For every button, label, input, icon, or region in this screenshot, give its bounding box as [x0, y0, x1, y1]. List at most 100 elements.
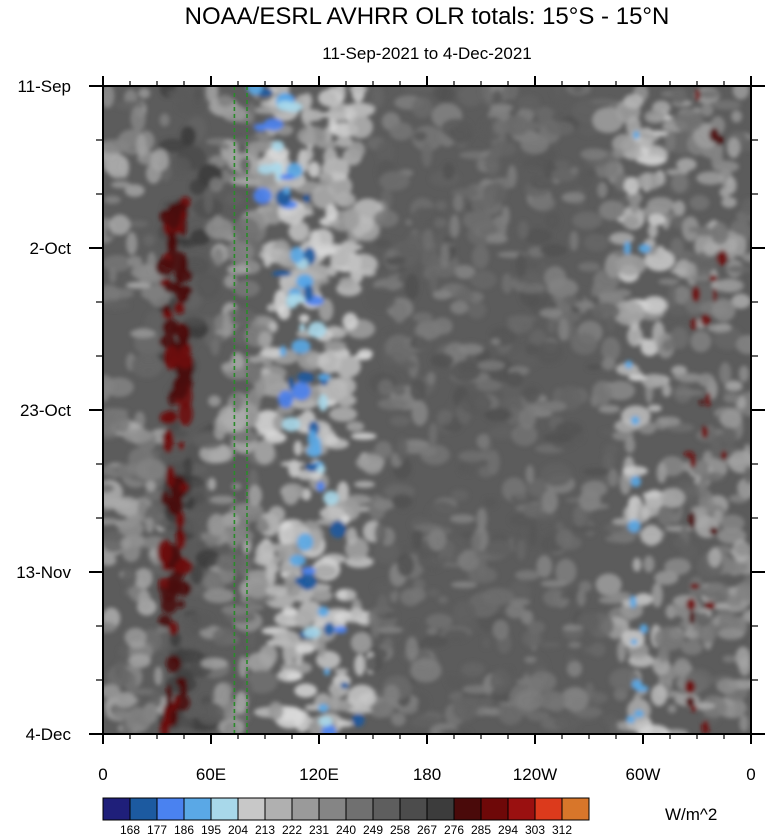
olr-cell	[484, 408, 512, 422]
olr-cell	[735, 584, 751, 601]
dry-cell	[157, 539, 173, 565]
olr-cell	[220, 169, 231, 184]
olr-cell	[229, 502, 262, 516]
olr-cell	[530, 410, 553, 418]
olr-cell	[476, 507, 488, 531]
olr-cell	[586, 363, 602, 371]
olr-field	[103, 86, 751, 734]
olr-cell	[208, 395, 221, 407]
olr-cell	[391, 493, 413, 509]
olr-cell	[562, 624, 584, 632]
convection-cell	[323, 667, 331, 676]
olr-cell	[104, 377, 134, 397]
olr-cell	[190, 564, 203, 585]
olr-cell	[580, 148, 608, 160]
olr-cell	[641, 373, 667, 389]
olr-cell	[514, 493, 527, 501]
olr-cell	[673, 285, 691, 305]
olr-cell	[426, 627, 438, 635]
olr-cell	[591, 295, 600, 306]
olr-cell	[540, 641, 561, 648]
olr-cell	[103, 554, 117, 566]
olr-cell	[460, 465, 476, 476]
olr-cell	[223, 721, 238, 734]
olr-cell	[525, 343, 539, 355]
olr-cell	[158, 138, 187, 153]
colorbar-swatch	[318, 797, 347, 821]
olr-cell	[665, 604, 677, 619]
olr-cell	[229, 430, 259, 444]
olr-cell	[686, 262, 698, 286]
olr-cell	[372, 580, 398, 595]
olr-cell	[578, 170, 593, 189]
olr-cell	[523, 504, 542, 519]
olr-cell	[591, 302, 620, 321]
convection-cell	[289, 554, 306, 567]
dry-cell	[179, 678, 188, 698]
olr-cell	[639, 724, 670, 734]
convection-cell	[638, 243, 651, 254]
olr-cell	[325, 204, 338, 222]
dry-cell	[159, 411, 178, 424]
olr-cell	[443, 540, 455, 560]
olr-cell	[522, 629, 542, 648]
olr-cell	[189, 179, 206, 195]
olr-cell	[527, 620, 546, 634]
olr-cell	[104, 195, 121, 205]
dry-cell	[179, 482, 190, 493]
convection-cell	[317, 373, 332, 381]
dry-cell	[165, 465, 176, 488]
olr-cell	[689, 195, 710, 211]
dry-cell	[709, 127, 720, 142]
olr-cell	[364, 655, 383, 673]
olr-cell	[664, 525, 695, 532]
olr-cell	[742, 609, 751, 623]
olr-cell	[103, 284, 120, 305]
olr-cell	[641, 524, 662, 546]
olr-cell	[522, 228, 553, 244]
dry-cell	[691, 286, 701, 303]
olr-cell	[629, 193, 640, 215]
colorbar-level-label: 294	[498, 823, 518, 835]
convection-cell	[630, 638, 638, 645]
dry-cell	[165, 655, 182, 673]
olr-cell	[570, 525, 598, 532]
dry-cell	[684, 680, 696, 694]
olr-cell	[708, 547, 722, 568]
olr-cell	[111, 181, 131, 189]
olr-cell	[128, 688, 158, 696]
olr-cell	[265, 584, 288, 596]
olr-cell	[590, 642, 606, 657]
olr-cell	[422, 228, 434, 251]
dry-cell	[166, 231, 178, 257]
olr-cell	[555, 528, 574, 548]
olr-cell	[723, 393, 740, 404]
olr-cell	[215, 553, 244, 572]
dry-cell	[690, 317, 698, 331]
olr-cell	[248, 356, 266, 363]
olr-cell	[145, 480, 156, 492]
olr-cell	[741, 197, 751, 216]
olr-cell	[697, 476, 709, 500]
olr-cell	[336, 720, 354, 728]
olr-cell	[515, 252, 527, 278]
colorbar-swatch	[372, 797, 401, 821]
olr-cell	[532, 107, 555, 118]
dry-cell	[694, 88, 701, 102]
olr-cell	[113, 692, 137, 708]
olr-cell	[158, 447, 187, 464]
olr-cell	[130, 329, 156, 339]
olr-cell	[348, 86, 368, 93]
olr-cell	[166, 89, 192, 98]
olr-cell	[421, 634, 449, 648]
x-tick-label: 0	[746, 765, 755, 784]
olr-cell	[203, 588, 235, 604]
olr-cell	[319, 506, 345, 520]
olr-cell	[490, 103, 513, 112]
olr-cell	[500, 394, 523, 410]
olr-cell	[578, 580, 592, 593]
olr-cell	[374, 238, 391, 249]
olr-cell	[540, 462, 573, 487]
olr-cell	[450, 360, 481, 382]
olr-cell	[427, 529, 447, 552]
